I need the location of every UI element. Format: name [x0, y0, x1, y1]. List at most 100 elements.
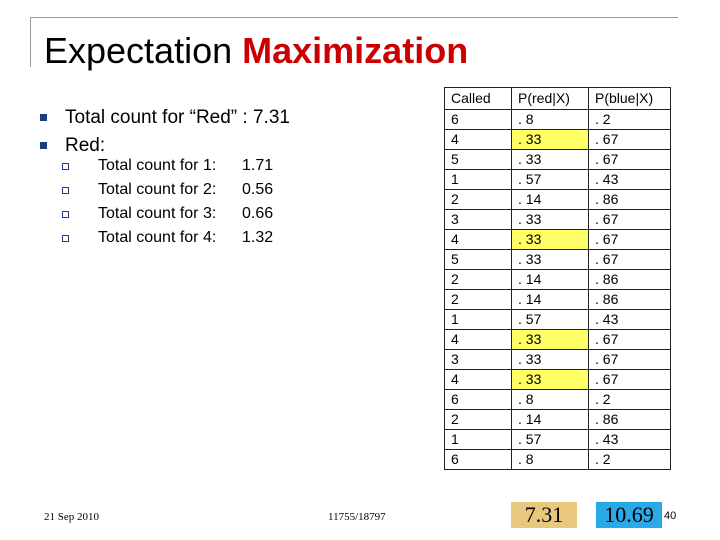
cell-p-blue: . 67: [588, 229, 671, 250]
cell-p-blue: . 2: [588, 109, 671, 130]
sub-bullet-value: 1.32: [242, 229, 274, 246]
sub-bullet-label: Total count for 2:: [98, 181, 217, 198]
header-p-red: P(red|X): [511, 87, 589, 110]
cell-called: 1: [444, 429, 512, 450]
hollow-square-bullet-icon: [62, 163, 69, 170]
hollow-square-bullet-icon: [62, 187, 69, 194]
cell-p-red: . 33: [511, 149, 589, 170]
cell-p-red: . 8: [511, 449, 589, 470]
table-row: 1. 57. 43: [444, 429, 671, 450]
cell-p-blue: . 86: [588, 409, 671, 430]
bullet-text: Total count for “Red” : 7.31: [65, 107, 290, 128]
table-row: 4. 33. 67: [444, 129, 671, 150]
cell-p-red: . 33: [511, 209, 589, 230]
cell-p-blue: . 2: [588, 389, 671, 410]
sub-bullet-value: 0.56: [242, 181, 274, 198]
hollow-square-bullet-icon: [62, 235, 69, 242]
cell-p-blue: . 67: [588, 129, 671, 150]
cell-p-blue: . 67: [588, 209, 671, 230]
title-rule: [30, 17, 678, 18]
table-row: 6. 8. 2: [444, 449, 671, 470]
table-row: 2. 14. 86: [444, 289, 671, 310]
cell-p-red: . 33: [511, 349, 589, 370]
sub-bullet-label: Total count for 1:: [98, 157, 217, 174]
table-row: 4. 33. 67: [444, 329, 671, 350]
cell-called: 6: [444, 109, 512, 130]
cell-called: 4: [444, 229, 512, 250]
cell-p-blue: . 43: [588, 429, 671, 450]
cell-p-red: . 14: [511, 409, 589, 430]
cell-p-blue: . 67: [588, 329, 671, 350]
table-row: 2. 14. 86: [444, 269, 671, 290]
cell-p-red: . 14: [511, 289, 589, 310]
cell-p-red: . 8: [511, 109, 589, 130]
header-called: Called: [444, 87, 512, 110]
cell-p-red: . 33: [511, 229, 589, 250]
cell-called: 1: [444, 309, 512, 330]
table-row: 5. 33. 67: [444, 149, 671, 170]
sub-bullet-label: Total count for 3:: [98, 205, 217, 222]
footer-date: 21 Sep 2010: [44, 511, 99, 523]
sub-bullet-value: 1.71: [242, 157, 274, 174]
table-row: 1. 57. 43: [444, 309, 671, 330]
cell-called: 5: [444, 249, 512, 270]
cell-called: 5: [444, 149, 512, 170]
title-accent: Maximization: [242, 30, 469, 71]
sub-bullet-value: 0.66: [242, 205, 274, 222]
title-rule-left: [30, 17, 31, 67]
table-row: 3. 33. 67: [444, 209, 671, 230]
hollow-square-bullet-icon: [62, 211, 69, 218]
cell-p-blue: . 86: [588, 189, 671, 210]
cell-p-red: . 33: [511, 329, 589, 350]
table-row: 6. 8. 2: [444, 109, 671, 130]
cell-called: 6: [444, 389, 512, 410]
cell-p-blue: . 67: [588, 249, 671, 270]
table-row: 3. 33. 67: [444, 349, 671, 370]
square-bullet-icon: [40, 142, 47, 149]
table-row: 4. 33. 67: [444, 369, 671, 390]
table-row: 2. 14. 86: [444, 189, 671, 210]
cell-p-red: . 14: [511, 189, 589, 210]
cell-called: 2: [444, 289, 512, 310]
slide-title: Expectation Maximization: [44, 30, 468, 72]
cell-called: 2: [444, 189, 512, 210]
cell-p-red: . 8: [511, 389, 589, 410]
table-row: 4. 33. 67: [444, 229, 671, 250]
cell-p-blue: . 67: [588, 369, 671, 390]
cell-p-blue: . 86: [588, 269, 671, 290]
title-main: Expectation: [44, 30, 233, 71]
total-red: 7.31: [511, 502, 577, 528]
cell-p-blue: . 86: [588, 289, 671, 310]
cell-p-blue: . 67: [588, 149, 671, 170]
cell-p-red: . 33: [511, 249, 589, 270]
cell-p-red: . 57: [511, 429, 589, 450]
table-row: 1. 57. 43: [444, 169, 671, 190]
cell-called: 4: [444, 129, 512, 150]
cell-called: 2: [444, 269, 512, 290]
cell-called: 6: [444, 449, 512, 470]
total-blue: 10.69: [596, 502, 662, 528]
cell-p-blue: . 43: [588, 169, 671, 190]
cell-called: 4: [444, 329, 512, 350]
table-header-row: Called P(red|X) P(blue|X): [444, 87, 671, 110]
cell-p-red: . 57: [511, 309, 589, 330]
page-number: 40: [664, 510, 677, 522]
cell-p-red: . 57: [511, 169, 589, 190]
square-bullet-icon: [40, 114, 47, 121]
footer-course: 11755/18797: [328, 511, 386, 523]
bullet-text: Red:: [65, 135, 106, 156]
cell-p-blue: . 43: [588, 309, 671, 330]
table-row: 5. 33. 67: [444, 249, 671, 270]
cell-p-red: . 14: [511, 269, 589, 290]
cell-called: 1: [444, 169, 512, 190]
cell-p-blue: . 2: [588, 449, 671, 470]
header-p-blue: P(blue|X): [588, 87, 671, 110]
cell-p-red: . 33: [511, 369, 589, 390]
table-row: 2. 14. 86: [444, 409, 671, 430]
sub-bullet-label: Total count for 4:: [98, 229, 217, 246]
table-row: 6. 8. 2: [444, 389, 671, 410]
cell-p-blue: . 67: [588, 349, 671, 370]
cell-p-red: . 33: [511, 129, 589, 150]
